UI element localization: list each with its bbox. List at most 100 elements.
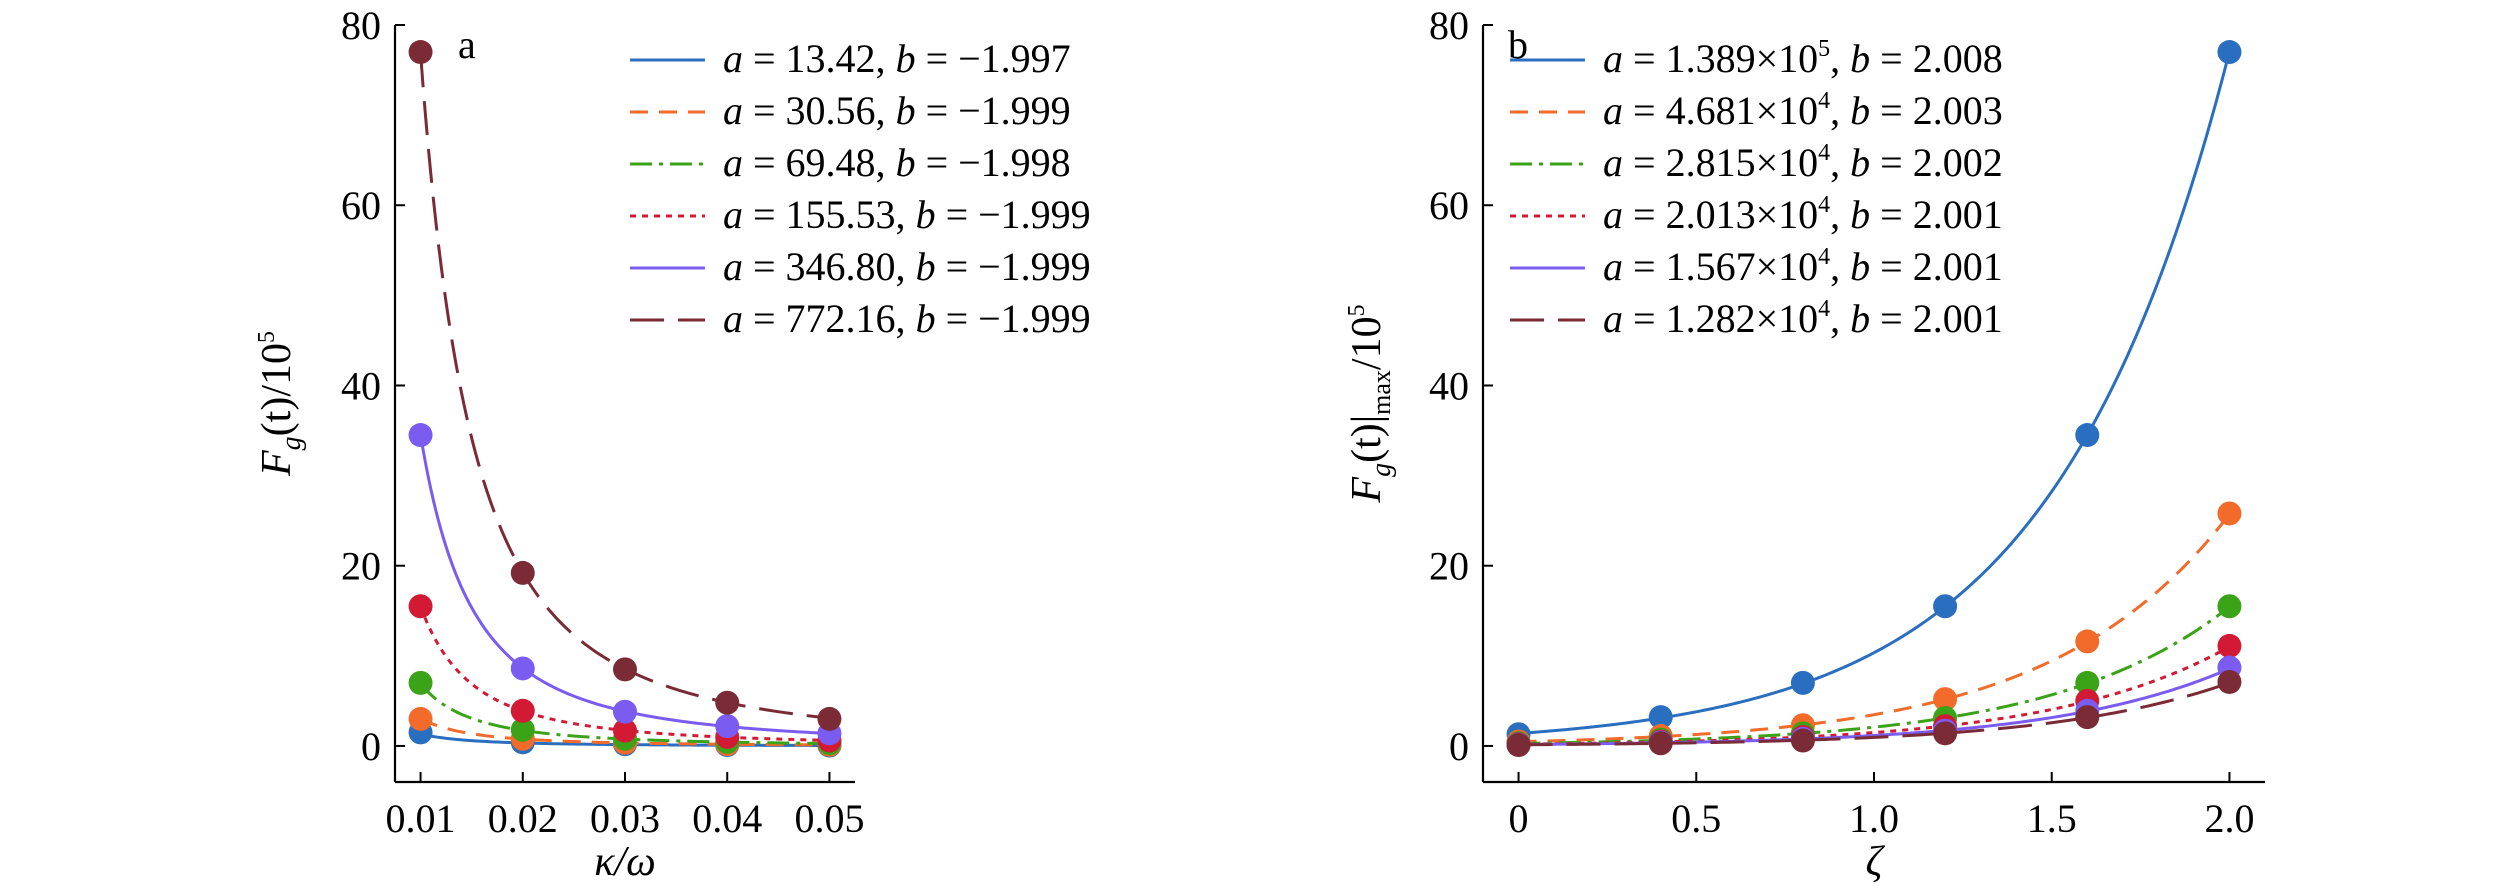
legend-equals: = [1870,140,1913,185]
y-axis-title: Fg(t)/105 [254,331,307,477]
data-point-series-5 [408,423,433,448]
y-tick-label: 0 [1449,724,1469,769]
x-tick-label: 1.0 [1849,796,1899,841]
legend-equals: = [1870,244,1913,289]
legend-var-a: a [723,192,743,237]
legend-value-b: = −1.997 [916,36,1071,81]
data-point-series-5 [510,656,535,681]
legend-var-a: a [723,296,743,341]
legend-equals: = [1870,296,1913,341]
legend-value-a: 2.815×10 [1666,140,1819,185]
legend-value-a: = 30.56, [743,88,896,133]
data-point-series-3 [510,717,535,742]
y-title-subscript-max: max [1367,370,1396,415]
legend-entry-series-1: a = 13.42, b = −1.997 [723,36,1071,81]
legend-separator: , [1830,244,1850,289]
legend-var-a: a [1603,88,1623,133]
legend-equals: = [1623,192,1666,237]
legend-exponent-a: 4 [1818,140,1830,166]
legend-var-a: a [723,88,743,133]
fit-curve-series-2 [1518,513,2231,744]
data-point-series-3 [2217,594,2242,619]
y-title-base: F [254,450,300,477]
legend-equals: = [1623,36,1666,81]
fit-curve-series-4 [1518,645,2231,746]
legend-var-b: b [1850,88,1870,133]
legend-var-b: b [916,296,936,341]
data-point-series-6 [715,690,740,715]
y-title-base: F [1344,477,1390,504]
legend-entry-series-5: a = 346.80, b = −1.999 [723,244,1091,289]
legend-var-a: a [1603,140,1623,185]
legend-var-b: b [1850,192,1870,237]
fit-curve-series-6 [1518,681,2230,747]
legend-value-b: 2.003 [1913,88,2003,133]
data-point-series-4 [613,718,637,743]
legend-equals: = [1870,88,1913,133]
data-point-series-6 [1933,721,1958,746]
legend-equals: = [1870,36,1913,81]
legend-exponent-a: 5 [1818,36,1830,62]
y-title-subscript: g [276,436,307,450]
y-title-superscript: 5 [254,331,280,343]
legend-entry-series-2: a = 4.681×104, b = 2.003 [1603,88,2003,133]
legend-value-a: 1.567×10 [1666,244,1819,289]
legend-entry-series-3: a = 69.48, b = −1.998 [723,140,1071,185]
y-tick-label: 20 [1429,544,1469,589]
legend-exponent-a: 4 [1818,88,1830,114]
y-tick-label: 80 [341,3,381,48]
legend-equals: = [1623,244,1666,289]
legend-value-b: 2.001 [1913,192,2003,237]
fit-curve-series-1 [1518,51,2231,735]
y-tick-label: 60 [1429,183,1469,228]
x-tick-label: 1.5 [2027,796,2077,841]
legend-entry-series-4: a = 155.53, b = −1.999 [723,192,1091,237]
data-point-series-6 [1648,731,1673,756]
x-axis-title: κ/ω [594,839,655,885]
legend-entry-series-6: a = 772.16, b = −1.999 [723,296,1091,341]
x-tick-label: 0.01 [386,796,456,841]
y-title-tail: /10 [1344,316,1390,370]
y-title-subscript: g [1366,463,1397,477]
data-point-series-1 [2075,423,2100,448]
legend-var-b: b [1850,244,1870,289]
legend-separator: , [1830,88,1850,133]
data-point-series-2 [408,706,433,731]
legend-value-b: = −1.999 [936,296,1091,341]
legend-var-b: b [916,244,936,289]
x-tick-label: 0.05 [794,796,864,841]
legend-var-a: a [1603,192,1623,237]
legend-equals: = [1623,88,1666,133]
legend-separator: , [1830,192,1850,237]
legend-entry-series-2: a = 30.56, b = −1.999 [723,88,1071,133]
legend-value-b: = −1.999 [936,192,1091,237]
data-point-series-6 [408,40,433,65]
x-tick-label: 0.04 [692,796,762,841]
legend-equals: = [1623,140,1666,185]
legend-value-a: 4.681×10 [1666,88,1819,133]
legend-entry-series-6: a = 1.282×104, b = 2.001 [1603,296,2003,341]
legend-var-b: b [1850,140,1870,185]
data-point-series-1 [1933,594,1958,619]
fit-curve-series-5 [419,434,830,735]
legend-var-a: a [723,36,743,81]
legend-entry-series-4: a = 2.013×104, b = 2.001 [1603,192,2003,237]
legend-value-b: = −1.999 [916,88,1071,133]
x-tick-label: 0.03 [590,796,660,841]
legend-value-a: = 69.48, [743,140,896,185]
legend-exponent-a: 4 [1818,296,1830,322]
legend-var-b: b [896,88,916,133]
legend-var-b: b [896,36,916,81]
legend-value-a: 1.389×10 [1666,36,1819,81]
legend-value-b: 2.002 [1913,140,2003,185]
legend-value-a: = 772.16, [743,296,916,341]
legend-value-a: = 155.53, [743,192,916,237]
y-tick-label: 60 [341,183,381,228]
x-tick-label: 0 [1509,796,1529,841]
y-tick-label: 20 [341,544,381,589]
legend-separator: , [1830,140,1850,185]
data-point-series-4 [408,594,433,619]
legend-var-a: a [1603,36,1623,81]
y-title-middle: (t)| [1344,415,1390,463]
legend-var-b: b [916,192,936,237]
